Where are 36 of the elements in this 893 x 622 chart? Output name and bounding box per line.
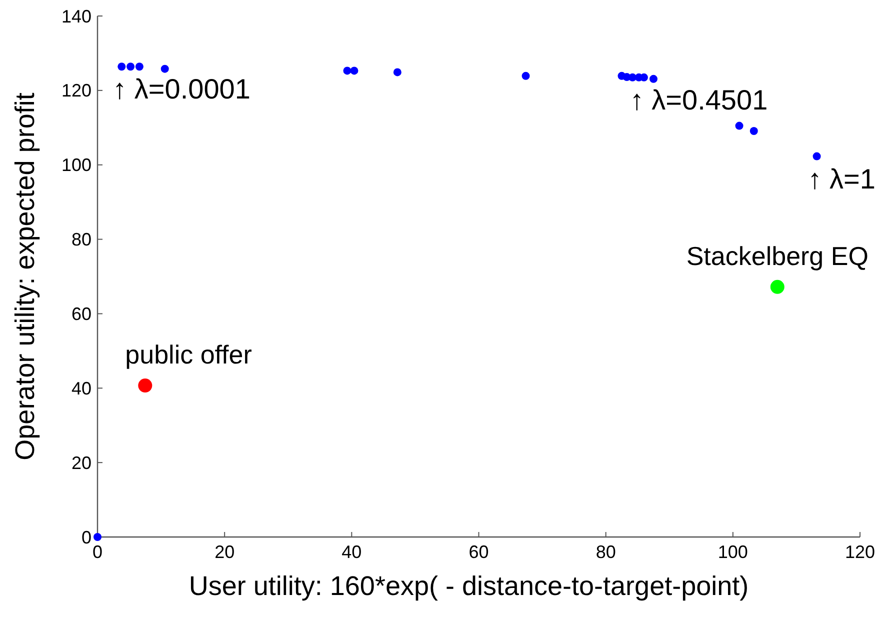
point — [649, 74, 658, 83]
x-tick-label: 20 — [214, 542, 235, 562]
x-tick-label: 80 — [596, 542, 616, 562]
y-tick-label: 80 — [71, 230, 92, 250]
point — [118, 62, 126, 71]
y-tick-label: 140 — [61, 6, 92, 26]
point — [812, 152, 821, 160]
point — [735, 122, 744, 130]
y-tick-label: 100 — [61, 155, 92, 176]
annotation: ↑ λ=0.4501 — [630, 84, 768, 116]
point — [770, 280, 784, 294]
point — [160, 64, 169, 73]
x-tick-label: 120 — [844, 542, 876, 562]
x-axis-title: User utility: 160*exp( - distance-to-target-point) — [188, 571, 749, 601]
annotation: ↑ λ=1 — [808, 163, 876, 194]
point — [138, 378, 152, 393]
point — [135, 62, 144, 71]
point — [522, 72, 530, 80]
annotation: ↑ λ=0.0001 — [112, 74, 250, 105]
point — [126, 62, 135, 71]
y-tick-label: 20 — [71, 452, 92, 473]
point — [94, 533, 102, 541]
point — [393, 68, 402, 76]
series-label: public offer — [125, 340, 252, 370]
x-tick-label: 100 — [718, 542, 748, 562]
y-tick-label: 0 — [81, 527, 92, 548]
y-tick-label: 40 — [71, 378, 92, 398]
series-label: Stackelberg EQ — [686, 240, 868, 271]
point — [343, 66, 352, 75]
x-tick-label: 40 — [342, 542, 362, 562]
point — [750, 126, 758, 135]
x-tick-label: 60 — [468, 542, 489, 562]
y-tick-label: 120 — [61, 80, 92, 101]
y-axis-title: Operator utility: expected profit — [10, 92, 40, 460]
y-tick-label: 60 — [71, 304, 92, 324]
point — [350, 66, 358, 75]
